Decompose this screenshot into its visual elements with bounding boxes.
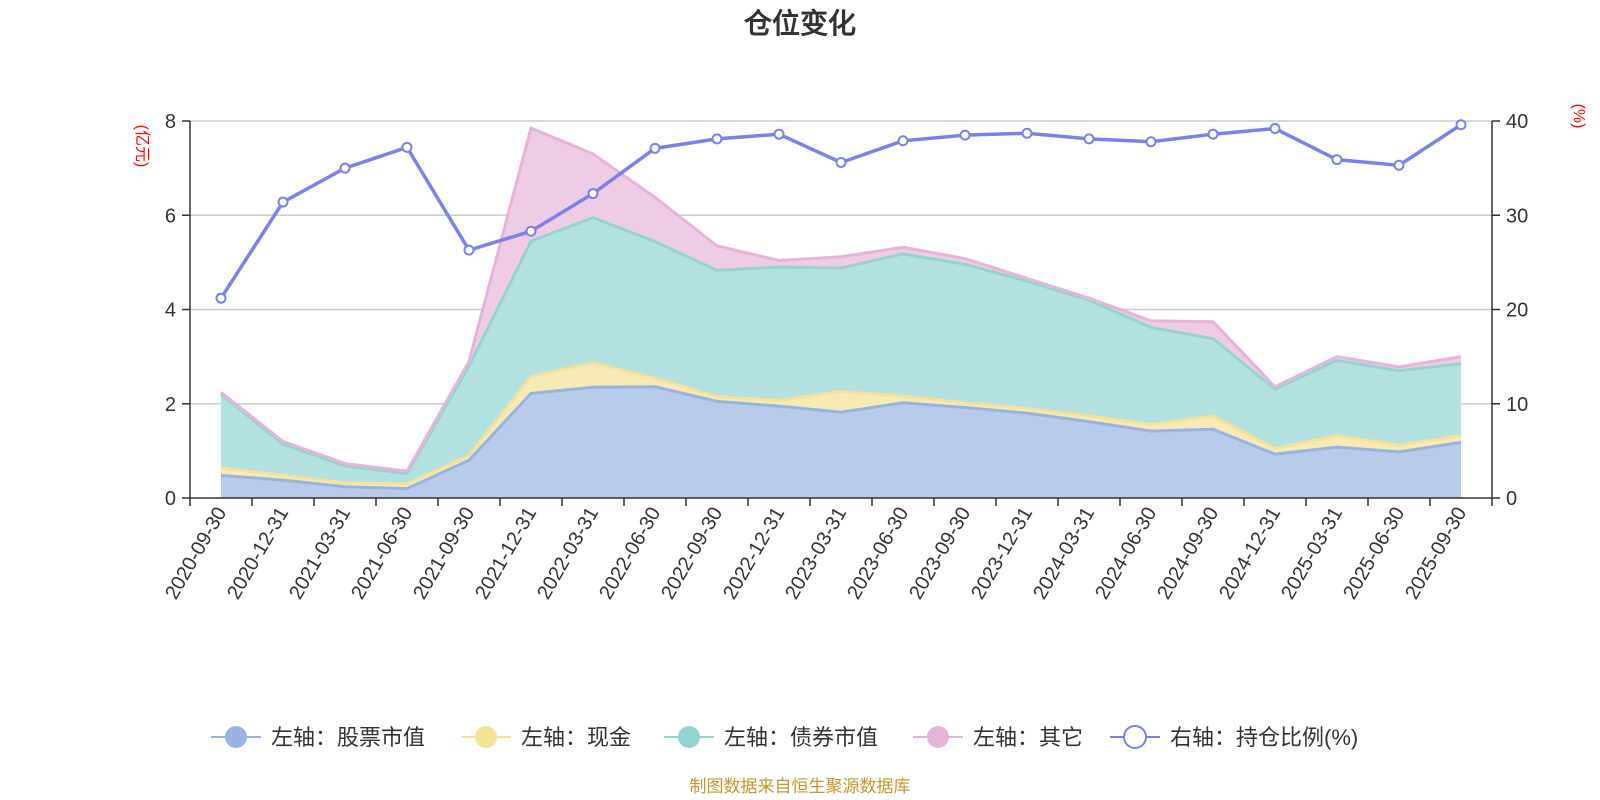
stacked-areas [220, 126, 1462, 498]
left-tick-label-3: 6 [165, 205, 176, 227]
ratio-point-8 [711, 133, 723, 145]
left-axis-unit: (亿元) [133, 125, 151, 168]
right-axis-unit: (%) [1570, 104, 1587, 129]
x-tick-label-1: 2020-12-31 [223, 504, 293, 604]
right-tick-label-3: 30 [1506, 205, 1528, 227]
x-tick-label-15: 2024-06-30 [1091, 504, 1161, 604]
x-tick-label-10: 2023-03-31 [781, 504, 851, 604]
ratio-point-2 [339, 162, 351, 174]
x-tick-label-2: 2021-03-31 [285, 504, 355, 604]
ratio-point-1 [277, 196, 289, 208]
area-series-1 [221, 362, 1461, 489]
ratio-point-9 [773, 128, 785, 140]
ratio-point-13 [1021, 127, 1033, 139]
ratio-point-15 [1145, 136, 1157, 148]
area-series-3-edge [220, 126, 1462, 473]
area-series-2 [221, 217, 1461, 484]
ratio-point-10 [835, 156, 847, 168]
source-note: 制图数据来自恒生聚源数据库 [690, 777, 911, 796]
chart-title: 仓位变化 [744, 7, 856, 39]
area-series-0-edge [220, 385, 1462, 491]
x-tick-label-3: 2021-06-30 [347, 504, 417, 604]
x-tick-label-19: 2025-06-30 [1339, 504, 1409, 604]
x-tick-label-6: 2022-03-31 [533, 504, 603, 604]
ratio-point-20 [1455, 119, 1467, 131]
ratio-point-5 [525, 225, 537, 237]
ratio-point-16 [1207, 128, 1219, 140]
x-tick-label-9: 2022-12-31 [719, 504, 789, 604]
area-series-1-edge [220, 361, 1462, 486]
x-tick-label-14: 2024-03-31 [1029, 504, 1099, 604]
left-tick-label-4: 8 [165, 111, 176, 133]
area-series-2-edge [220, 215, 1462, 476]
legend[interactable]: 左轴：股票市值 左轴：现金 左轴：债券市值 左轴：其它 右轴：持仓比例(%) [211, 725, 1358, 750]
x-tick-label-7: 2022-06-30 [595, 504, 665, 604]
x-tick-label-5: 2021-12-31 [471, 504, 541, 604]
x-tick-label-8: 2022-09-30 [657, 504, 727, 604]
ratio-point-14 [1083, 133, 1095, 145]
legend-label-0: 左轴：股票市值 [271, 725, 425, 750]
ratio-point-7 [649, 142, 661, 154]
x-tick-label-12: 2023-09-30 [905, 504, 975, 604]
ratio-point-19 [1393, 159, 1405, 171]
ratio-point-3 [401, 141, 413, 153]
position-ratio-line [215, 119, 1467, 304]
legend-label-3: 左轴：其它 [973, 725, 1083, 750]
legend-marker-2 [678, 726, 700, 748]
x-tick-label-16: 2024-09-30 [1153, 504, 1223, 604]
ratio-point-6 [587, 188, 599, 200]
area-series-3 [221, 128, 1461, 474]
right-tick-label-4: 40 [1506, 111, 1528, 133]
legend-label-1: 左轴：现金 [521, 725, 631, 750]
x-tick-label-20: 2025-09-30 [1401, 504, 1471, 604]
legend-label-4: 右轴：持仓比例(%) [1170, 725, 1358, 750]
legend-marker-0 [225, 726, 247, 748]
ratio-point-0 [215, 292, 227, 304]
right-tick-label-2: 20 [1506, 300, 1528, 322]
right-tick-label-0: 0 [1506, 488, 1517, 510]
x-tick-label-0: 2020-09-30 [161, 504, 231, 604]
ratio-point-4 [463, 244, 475, 256]
right-tick-label-1: 10 [1506, 394, 1528, 416]
ratio-point-17 [1269, 123, 1281, 135]
x-tick-label-13: 2023-12-31 [967, 504, 1037, 604]
x-tick-label-18: 2025-03-31 [1277, 504, 1347, 604]
legend-marker-1 [475, 726, 497, 748]
left-tick-label-1: 2 [165, 394, 176, 416]
area-series-0 [221, 386, 1461, 498]
x-tick-label-11: 2023-06-30 [843, 504, 913, 604]
ratio-point-12 [959, 129, 971, 141]
legend-marker-3 [927, 726, 949, 748]
x-tick-label-4: 2021-09-30 [409, 504, 479, 604]
ratio-point-18 [1331, 154, 1343, 166]
x-tick-label-17: 2024-12-31 [1215, 504, 1285, 604]
left-tick-label-0: 0 [165, 488, 176, 510]
legend-label-2: 左轴：债券市值 [724, 725, 878, 750]
legend-marker-4 [1123, 725, 1147, 749]
left-tick-label-2: 4 [165, 300, 176, 322]
ratio-point-11 [897, 135, 909, 147]
